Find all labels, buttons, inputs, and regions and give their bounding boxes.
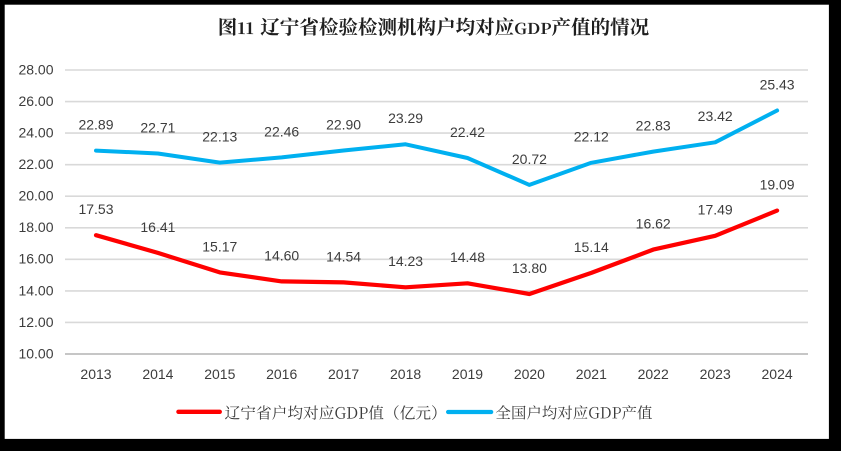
svg-text:12.00: 12.00 (18, 314, 53, 330)
svg-text:22.00: 22.00 (18, 156, 53, 172)
svg-text:26.00: 26.00 (18, 93, 53, 109)
svg-text:14.60: 14.60 (264, 247, 299, 263)
svg-text:15.14: 15.14 (574, 239, 609, 255)
svg-text:14.00: 14.00 (18, 282, 53, 298)
svg-text:16.00: 16.00 (18, 251, 53, 267)
svg-text:16.41: 16.41 (140, 219, 175, 235)
svg-text:22.13: 22.13 (202, 129, 237, 145)
svg-text:2020: 2020 (514, 366, 545, 382)
svg-text:22.90: 22.90 (326, 116, 361, 132)
svg-text:15.17: 15.17 (202, 238, 237, 254)
svg-text:22.83: 22.83 (636, 118, 671, 134)
svg-text:2014: 2014 (142, 366, 173, 382)
svg-text:10.00: 10.00 (18, 345, 53, 361)
svg-text:2022: 2022 (638, 366, 669, 382)
svg-text:20.72: 20.72 (512, 151, 547, 167)
svg-text:23.42: 23.42 (698, 108, 733, 124)
svg-text:23.29: 23.29 (388, 110, 423, 126)
svg-text:24.00: 24.00 (18, 125, 53, 141)
svg-text:18.00: 18.00 (18, 219, 53, 235)
svg-text:22.89: 22.89 (78, 117, 113, 133)
svg-text:17.49: 17.49 (698, 202, 733, 218)
svg-text:2021: 2021 (576, 366, 607, 382)
svg-text:2023: 2023 (700, 366, 731, 382)
svg-text:22.42: 22.42 (450, 124, 485, 140)
svg-text:17.53: 17.53 (78, 201, 113, 217)
svg-text:28.00: 28.00 (18, 61, 53, 77)
svg-text:22.12: 22.12 (574, 129, 609, 145)
svg-text:14.23: 14.23 (388, 253, 423, 269)
svg-text:2019: 2019 (452, 366, 483, 382)
svg-text:2016: 2016 (266, 366, 297, 382)
svg-text:2024: 2024 (762, 366, 793, 382)
svg-text:14.48: 14.48 (450, 249, 485, 265)
svg-text:2018: 2018 (390, 366, 421, 382)
svg-text:2015: 2015 (204, 366, 235, 382)
svg-text:19.09: 19.09 (760, 177, 795, 193)
svg-text:2017: 2017 (328, 366, 359, 382)
svg-text:25.43: 25.43 (760, 76, 795, 92)
svg-text:22.71: 22.71 (140, 119, 175, 135)
svg-text:14.54: 14.54 (326, 248, 361, 264)
svg-text:20.00: 20.00 (18, 188, 53, 204)
svg-text:16.62: 16.62 (636, 216, 671, 232)
svg-text:22.46: 22.46 (264, 123, 299, 139)
svg-text:2013: 2013 (80, 366, 111, 382)
svg-text:13.80: 13.80 (512, 260, 547, 276)
